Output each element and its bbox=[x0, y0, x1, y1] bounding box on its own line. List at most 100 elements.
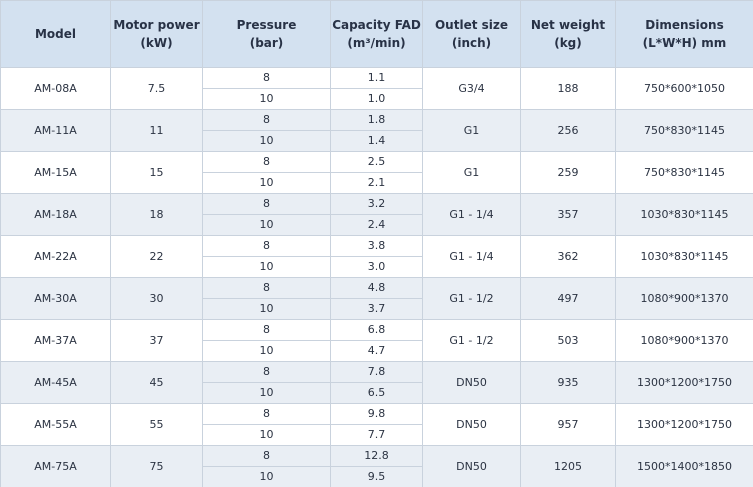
model-cell: AM-11A bbox=[0, 109, 111, 152]
table-row: AM-30A 30 8 4.8 G1 - 1/2 497 1080*900*1370 bbox=[0, 277, 753, 320]
capacity-cell: 7.8 bbox=[330, 361, 423, 383]
capacity-cell: 9.5 bbox=[330, 466, 423, 487]
capacity-cell: 2.5 bbox=[330, 151, 423, 173]
weight-cell: 957 bbox=[520, 403, 616, 446]
table-row: 10 3.7 bbox=[1, 298, 753, 320]
power-cell: 37 bbox=[110, 319, 203, 362]
capacity-cell: 4.7 bbox=[330, 340, 423, 362]
capacity-cell: 9.8 bbox=[330, 403, 423, 425]
weight-cell: 259 bbox=[520, 151, 616, 194]
header-line: Dimensions bbox=[645, 18, 724, 32]
header-line: (bar) bbox=[249, 36, 284, 50]
pressure-cell: 10 bbox=[202, 382, 331, 404]
capacity-cell: 3.7 bbox=[330, 298, 423, 320]
capacity-cell: 7.7 bbox=[330, 424, 423, 446]
header-line: Pressure bbox=[236, 18, 297, 32]
pressure-cell: 10 bbox=[202, 298, 331, 320]
capacity-cell: 3.0 bbox=[330, 256, 423, 278]
dimensions-cell: 750*830*1145 bbox=[615, 109, 753, 152]
weight-cell: 357 bbox=[520, 193, 616, 236]
pressure-cell: 10 bbox=[202, 424, 331, 446]
model-cell: AM-08A bbox=[0, 67, 111, 110]
header-line: Outlet size bbox=[434, 18, 509, 32]
capacity-cell: 4.8 bbox=[330, 277, 423, 299]
capacity-cell: 1.8 bbox=[330, 109, 423, 131]
power-cell: 11 bbox=[110, 109, 203, 152]
power-cell: 45 bbox=[110, 361, 203, 404]
weight-cell: 503 bbox=[520, 319, 616, 362]
table-row: 10 4.7 bbox=[1, 340, 753, 362]
table-row: AM-08A 7.5 8 1.1 G3/4 188 750*600*1050 bbox=[0, 67, 753, 110]
pressure-cell: 8 bbox=[202, 67, 331, 89]
table-row: AM-55A 55 8 9.8 DN50 957 1300*1200*1750 bbox=[0, 403, 753, 446]
outlet-cell: G1 - 1/4 bbox=[422, 235, 521, 278]
table-row: AM-22A 22 8 3.8 G1 - 1/4 362 1030*830*1145 bbox=[0, 235, 753, 278]
model-cell: AM-30A bbox=[0, 277, 111, 320]
header-line: (kW) bbox=[140, 36, 173, 50]
pressure-cell: 10 bbox=[202, 256, 331, 278]
pressure-cell: 8 bbox=[202, 445, 331, 467]
pressure-cell: 8 bbox=[202, 193, 331, 215]
power-cell: 18 bbox=[110, 193, 203, 236]
dimensions-cell: 1500*1400*1850 bbox=[615, 445, 753, 487]
dimensions-cell: 1080*900*1370 bbox=[615, 277, 753, 320]
header-line: (kg) bbox=[554, 36, 582, 50]
dimensions-cell: 750*830*1145 bbox=[615, 151, 753, 194]
weight-cell: 256 bbox=[520, 109, 616, 152]
power-cell: 75 bbox=[110, 445, 203, 487]
table-row: 10 9.5 bbox=[1, 466, 753, 487]
model-cell: AM-15A bbox=[0, 151, 111, 194]
table-row: 10 1.4 bbox=[1, 130, 753, 152]
column-header: Motor power (kW) bbox=[110, 0, 203, 68]
dimensions-cell: 1030*830*1145 bbox=[615, 193, 753, 236]
table-body: AM-08A 7.5 8 1.1 G3/4 188 750*600*1050 10 1.0 AM-… bbox=[0, 67, 753, 487]
pressure-cell: 10 bbox=[202, 88, 331, 110]
model-cell: AM-45A bbox=[0, 361, 111, 404]
pressure-cell: 10 bbox=[202, 214, 331, 236]
pressure-cell: 10 bbox=[202, 466, 331, 487]
power-cell: 7.5 bbox=[110, 67, 203, 110]
pressure-cell: 8 bbox=[202, 235, 331, 257]
table-row: AM-75A 75 8 12.8 DN50 1205 1500*1400*1850 bbox=[0, 445, 753, 487]
capacity-cell: 1.1 bbox=[330, 67, 423, 89]
table-row: AM-37A 37 8 6.8 G1 - 1/2 503 1080*900*1370 bbox=[0, 319, 753, 362]
capacity-cell: 12.8 bbox=[330, 445, 423, 467]
weight-cell: 362 bbox=[520, 235, 616, 278]
table-row: AM-18A 18 8 3.2 G1 - 1/4 357 1030*830*1145 bbox=[0, 193, 753, 236]
column-header: Net weight (kg) bbox=[520, 0, 616, 68]
column-header: Outlet size (inch) bbox=[422, 0, 521, 68]
pressure-cell: 8 bbox=[202, 403, 331, 425]
header-row: Model Motor power (kW) Pressure (bar) Capacit… bbox=[0, 0, 753, 68]
column-header: Pressure (bar) bbox=[202, 0, 331, 68]
dimensions-cell: 1030*830*1145 bbox=[615, 235, 753, 278]
model-cell: AM-55A bbox=[0, 403, 111, 446]
header-line: (m³/min) bbox=[347, 36, 406, 50]
model-cell: AM-18A bbox=[0, 193, 111, 236]
model-cell: AM-37A bbox=[0, 319, 111, 362]
outlet-cell: G3/4 bbox=[422, 67, 521, 110]
capacity-cell: 6.8 bbox=[330, 319, 423, 341]
power-cell: 15 bbox=[110, 151, 203, 194]
outlet-cell: G1 bbox=[422, 151, 521, 194]
pressure-cell: 8 bbox=[202, 361, 331, 383]
table-row: AM-11A 11 8 1.8 G1 256 750*830*1145 bbox=[0, 109, 753, 152]
capacity-cell: 6.5 bbox=[330, 382, 423, 404]
capacity-cell: 3.2 bbox=[330, 193, 423, 215]
weight-cell: 935 bbox=[520, 361, 616, 404]
table-row: 10 2.4 bbox=[1, 214, 753, 236]
weight-cell: 497 bbox=[520, 277, 616, 320]
column-header: Capacity FAD (m³/min) bbox=[330, 0, 423, 68]
header-line: Motor power bbox=[113, 18, 200, 32]
column-header: Dimensions (L*W*H) mm bbox=[615, 0, 753, 68]
dimensions-cell: 1300*1200*1750 bbox=[615, 403, 753, 446]
power-cell: 55 bbox=[110, 403, 203, 446]
capacity-cell: 1.4 bbox=[330, 130, 423, 152]
capacity-cell: 2.1 bbox=[330, 172, 423, 194]
pressure-cell: 8 bbox=[202, 277, 331, 299]
outlet-cell: G1 - 1/4 bbox=[422, 193, 521, 236]
pressure-cell: 10 bbox=[202, 130, 331, 152]
capacity-cell: 2.4 bbox=[330, 214, 423, 236]
power-cell: 30 bbox=[110, 277, 203, 320]
model-cell: AM-75A bbox=[0, 445, 111, 487]
